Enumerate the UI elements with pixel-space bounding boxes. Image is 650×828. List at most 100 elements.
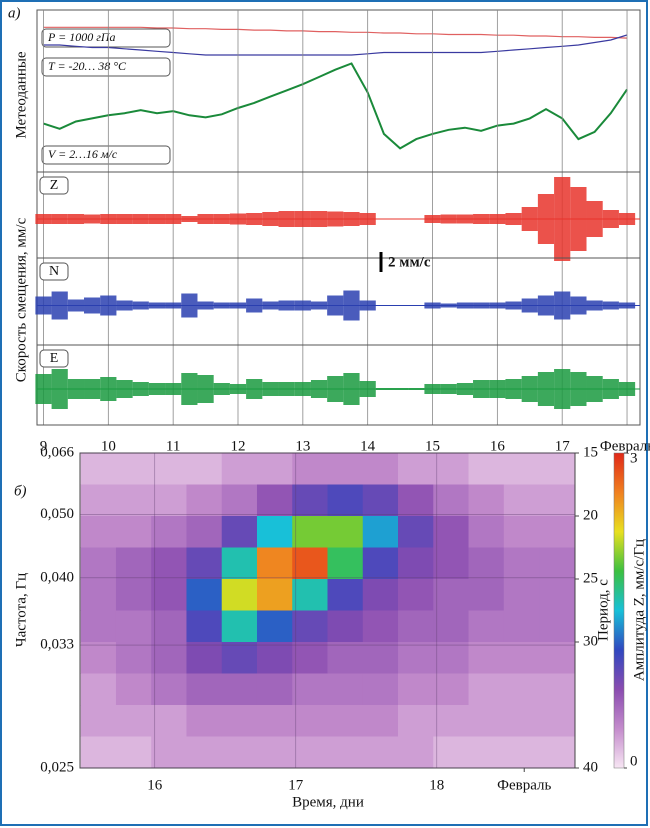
amplitude-bar (35, 296, 52, 315)
panel-label: б) (14, 483, 27, 499)
amplitude-bar (391, 305, 409, 306)
heatmap-cell (327, 642, 364, 674)
amplitude-bar (100, 377, 117, 401)
heatmap-cell (468, 516, 505, 548)
x-tick-label: 14 (360, 438, 376, 454)
amplitude-bar (375, 218, 392, 220)
amplitude-bar (618, 302, 636, 309)
heatmap-cell (433, 579, 470, 611)
heatmap-cell (186, 705, 223, 737)
heatmap-cell (186, 484, 223, 517)
x-tick-label: 16 (147, 777, 163, 793)
amplitude-bar (165, 302, 182, 309)
heatmap-cell (539, 673, 575, 706)
heatmap-cell (115, 642, 152, 674)
amplitude-bar (586, 376, 603, 402)
heatmap-cell (256, 484, 293, 517)
amplitude-bar (343, 212, 360, 226)
heatmap-cell (292, 736, 328, 769)
amplitude-bar (132, 382, 149, 396)
heatmap-cell (80, 673, 117, 706)
amplitude-bar (181, 373, 198, 405)
heatmap-cell (292, 484, 328, 517)
heatmap-cell (539, 610, 575, 643)
heatmap-cell (398, 642, 434, 674)
amplitude-bar (554, 291, 571, 320)
amplitude-bar (84, 297, 101, 314)
x-tick-label: 17 (555, 438, 571, 454)
amplitude-bar (310, 211, 328, 227)
amplitude-bar (246, 213, 263, 225)
amplitude-bar (67, 214, 85, 224)
amplitude-bar (537, 295, 555, 316)
heatmap-cell (80, 642, 117, 674)
colorbar (613, 452, 625, 769)
heatmap-cell (398, 547, 434, 580)
heatmap-cell (256, 453, 293, 485)
amplitude-bar (537, 194, 555, 244)
heatmap-cell (327, 484, 364, 517)
heatmap-cell (503, 453, 540, 485)
amplitude-bar (343, 373, 360, 405)
amplitude-bar (570, 372, 587, 406)
x-tick-label: 10 (101, 438, 116, 454)
series-label-box (39, 262, 69, 281)
amplitude-bar (327, 295, 344, 316)
y-tick-label: 0,025 (40, 759, 74, 775)
y-tick-label: 0,033 (40, 637, 74, 653)
heatmap-cell (539, 579, 575, 611)
heatmap-cell (468, 642, 505, 674)
amplitude-bar (229, 213, 247, 225)
heatmap-cell (292, 453, 328, 485)
amplitude-bar (505, 213, 522, 225)
amplitude-bar (424, 302, 441, 309)
heatmap-cell (503, 484, 540, 517)
heatmap-cell (186, 642, 223, 674)
y2-tick-label: 40 (583, 759, 598, 775)
heatmap-cell (433, 736, 470, 769)
amplitude-bar (294, 300, 311, 311)
amplitude-bar (246, 379, 263, 399)
y-tick-label: 0,040 (40, 569, 74, 585)
amplitude-bar (116, 214, 133, 224)
x-axis-label: Время, дни (292, 794, 364, 810)
y-tick-label: 0,066 (40, 444, 74, 460)
amplitude-bar (473, 380, 490, 398)
heatmap-cell (256, 579, 293, 611)
amplitude-bar (505, 379, 522, 399)
heatmap-cell (539, 516, 575, 548)
amplitude-bar (602, 210, 619, 228)
amplitude-bar (67, 299, 85, 312)
amplitude-bar (84, 214, 101, 224)
heatmap-cell (221, 642, 258, 674)
heatmap-cell (503, 705, 540, 737)
heatmap-cell (362, 484, 399, 517)
y2-tick-label: 20 (583, 507, 598, 523)
amplitude-bar (310, 301, 328, 310)
heatmap-cell (539, 642, 575, 674)
series-label-box (39, 176, 69, 195)
heatmap-cell (433, 610, 470, 643)
amplitude-bar (84, 379, 101, 399)
heatmap-cell (398, 610, 434, 643)
heatmap-cell (433, 642, 470, 674)
x-tick-label: 13 (295, 438, 310, 454)
amplitude-bar (229, 302, 247, 309)
amplitude-bar (602, 379, 619, 399)
heatmap-cell (362, 705, 399, 737)
series-line (43, 62, 628, 150)
heatmap-cell (503, 579, 540, 611)
heatmap-cell (468, 736, 505, 769)
x-tick-label: Февраль (600, 438, 650, 454)
amplitude-bar (554, 177, 571, 261)
amplitude-bar (51, 291, 68, 320)
amplitude-bar (165, 214, 182, 224)
heatmap-cell (115, 547, 152, 580)
heatmap-cell (327, 705, 364, 737)
amplitude-bar (473, 214, 490, 224)
heatmap-cell (433, 705, 470, 737)
x-tick-label: 17 (288, 777, 304, 793)
amplitude-bar (132, 301, 149, 310)
x-tick-label: 12 (231, 438, 246, 454)
heatmap-cell (221, 705, 258, 737)
